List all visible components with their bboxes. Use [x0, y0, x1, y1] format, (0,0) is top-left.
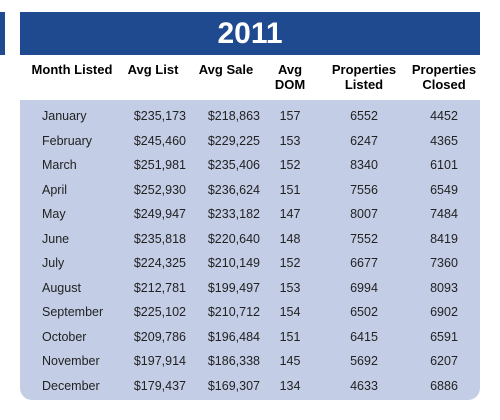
- table-cell: $169,307: [207, 378, 260, 393]
- table-cell: September: [42, 305, 104, 319]
- table-cell: 6902: [430, 305, 458, 319]
- table-body: [20, 100, 480, 400]
- table-cell: $252,930: [133, 182, 186, 197]
- table-cell: $229,225: [207, 133, 260, 148]
- table-cell: 7552: [350, 231, 378, 246]
- table-cell: $225,102: [133, 305, 186, 319]
- table-cell: 151: [279, 329, 301, 344]
- table-cell: 6591: [430, 329, 458, 344]
- table-cell: 6502: [350, 305, 378, 319]
- table-cell: 157: [279, 109, 301, 123]
- table-cell: May: [42, 207, 66, 221]
- table-cell: 4365: [430, 133, 458, 148]
- table-cell: $199,497: [207, 280, 260, 295]
- table-cell: 6886: [430, 378, 458, 393]
- table-cell: $220,640: [207, 231, 260, 246]
- table-cell: 8419: [430, 231, 458, 246]
- table-cell: December: [42, 378, 100, 393]
- table-cell: 4633: [350, 378, 378, 393]
- table-cell: 148: [279, 231, 301, 246]
- table-cell: July: [42, 256, 65, 270]
- table-cell: $235,173: [133, 109, 186, 123]
- table-cell: 6207: [430, 354, 458, 368]
- table-cell: $245,460: [133, 133, 186, 148]
- table-title: 2011: [20, 12, 480, 55]
- table-cell: 6247: [350, 133, 378, 148]
- column-header: Avg DOM: [274, 62, 306, 92]
- table-cell: 8340: [350, 158, 378, 172]
- side-strip: [0, 12, 5, 55]
- table-cell: June: [42, 231, 70, 246]
- table-cell: October: [42, 329, 87, 344]
- table-cell: $212,781: [133, 280, 186, 295]
- table-cell: 7484: [430, 207, 458, 221]
- table-cell: $224,325: [133, 256, 186, 270]
- table-cell: August: [42, 280, 81, 295]
- table-cell: $210,149: [207, 256, 260, 270]
- table-cell: 153: [279, 133, 301, 148]
- table-cell: February: [42, 133, 93, 148]
- table-cell: $233,182: [207, 207, 260, 221]
- table-cell: 4452: [430, 109, 458, 123]
- table-cell: 147: [279, 207, 301, 221]
- table-cell: $218,863: [207, 109, 260, 123]
- table-cell: March: [42, 158, 77, 172]
- table-cell: $186,338: [207, 354, 260, 368]
- table-cell: 153: [279, 280, 301, 295]
- column-header: Properties Closed: [411, 62, 477, 92]
- column-header: Avg Sale: [198, 62, 254, 77]
- table-cell: 5692: [350, 354, 378, 368]
- table-cell: $235,406: [207, 158, 260, 172]
- table-cell: $235,818: [133, 231, 186, 246]
- table-cell: $210,712: [207, 305, 260, 319]
- table-cell: 154: [279, 305, 301, 319]
- table-cell: 8093: [430, 280, 458, 295]
- table-cell: 6552: [350, 109, 378, 123]
- table-cell: 8007: [350, 207, 378, 221]
- table-cell: 145: [279, 354, 301, 368]
- table-cell: 6415: [350, 329, 378, 344]
- table-cell: January: [42, 109, 87, 123]
- table-cell: 152: [279, 158, 301, 172]
- column-header: Avg List: [127, 62, 179, 77]
- table-cell: 6677: [350, 256, 378, 270]
- table-cell: 134: [279, 378, 301, 393]
- table-cell: $249,947: [133, 207, 186, 221]
- column-header: Month Listed: [31, 62, 113, 77]
- table-cell: $196,484: [207, 329, 260, 344]
- table-cell: $179,437: [133, 378, 186, 393]
- table-cell: $209,786: [133, 329, 186, 344]
- table-cell: $236,624: [207, 182, 260, 197]
- table-cell: 6994: [350, 280, 378, 295]
- table-cell: 152: [279, 256, 301, 270]
- table-cell: November: [42, 354, 100, 368]
- table-cell: $251,981: [133, 158, 186, 172]
- table-cell: 6549: [430, 182, 458, 197]
- table-cell: April: [42, 182, 68, 197]
- table-cell: 7360: [430, 256, 458, 270]
- table-cell: 7556: [350, 182, 378, 197]
- column-header: Properties Listed: [331, 62, 397, 92]
- table-cell: 6101: [430, 158, 458, 172]
- table-cell: $197,914: [133, 354, 186, 368]
- table-cell: 151: [279, 182, 301, 197]
